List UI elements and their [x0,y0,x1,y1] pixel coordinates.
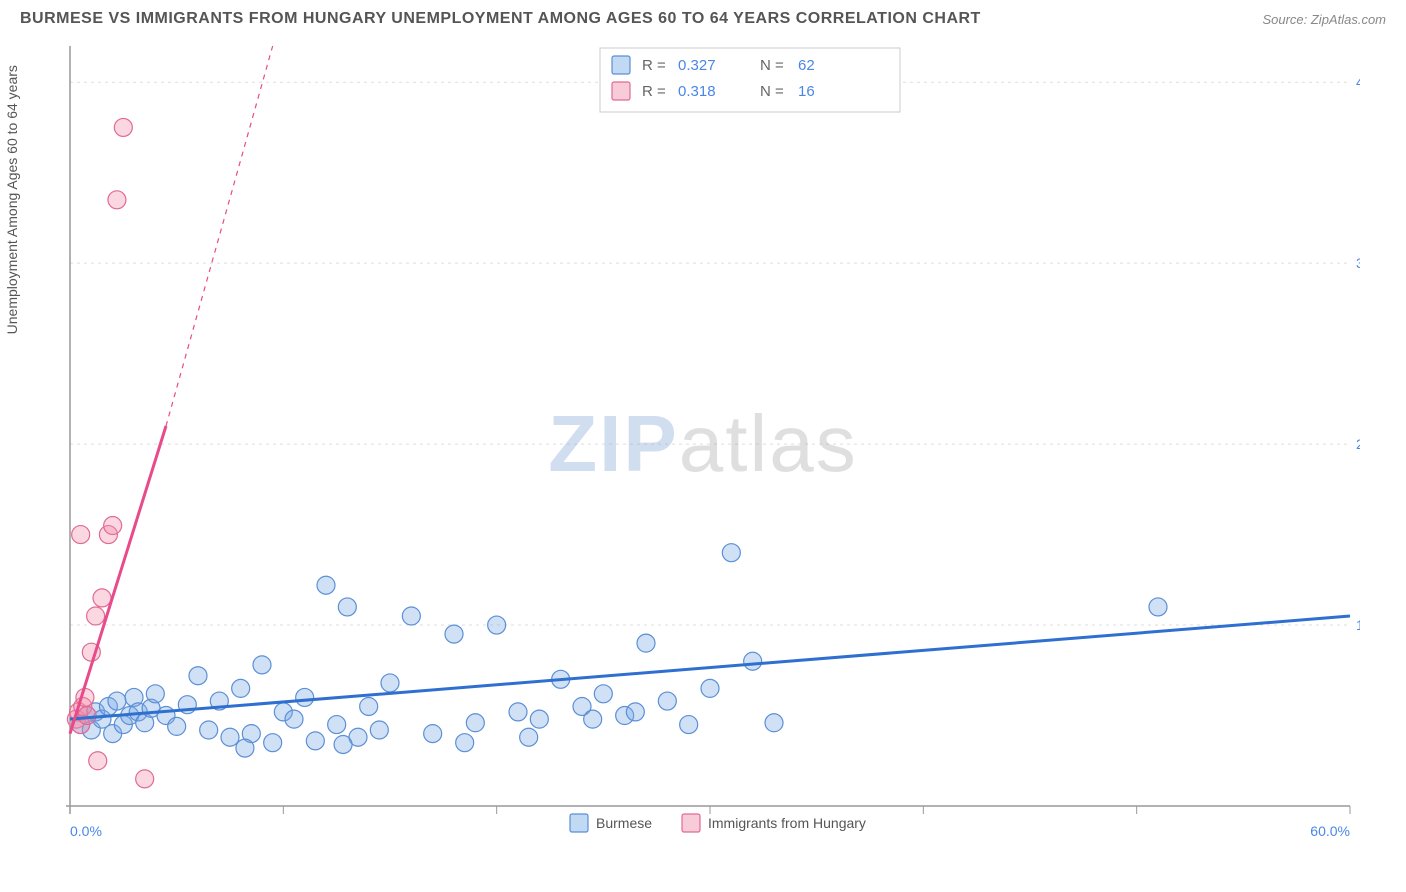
svg-text:0.318: 0.318 [678,83,716,100]
svg-text:62: 62 [798,57,815,74]
svg-text:30.0%: 30.0% [1356,255,1360,271]
chart-title: BURMESE VS IMMIGRANTS FROM HUNGARY UNEMP… [20,10,981,28]
y-axis-title: Unemployment Among Ages 60 to 64 years [4,65,20,334]
svg-text:40.0%: 40.0% [1356,74,1360,90]
svg-text:10.0%: 10.0% [1356,617,1360,633]
svg-text:R =: R = [642,83,666,100]
scatter-chart: 10.0% 20.0% 30.0% 40.0% 0.0% 60.0% R = 0.327 N =… [20,36,1360,886]
svg-text:20.0%: 20.0% [1356,436,1360,452]
svg-text:0.327: 0.327 [678,57,716,74]
svg-text:N =: N = [760,57,784,74]
svg-text:Immigrants from Hungary: Immigrants from Hungary [708,815,866,831]
svg-text:Burmese: Burmese [596,815,652,831]
svg-text:0.0%: 0.0% [70,823,102,839]
svg-text:N =: N = [760,83,784,100]
svg-text:R =: R = [642,57,666,74]
svg-text:60.0%: 60.0% [1310,823,1350,839]
svg-text:16: 16 [798,83,815,100]
chart-container: Unemployment Among Ages 60 to 64 years 1… [20,36,1386,886]
chart-header: BURMESE VS IMMIGRANTS FROM HUNGARY UNEMP… [0,0,1406,36]
source-label: Source: ZipAtlas.com [1262,12,1386,27]
